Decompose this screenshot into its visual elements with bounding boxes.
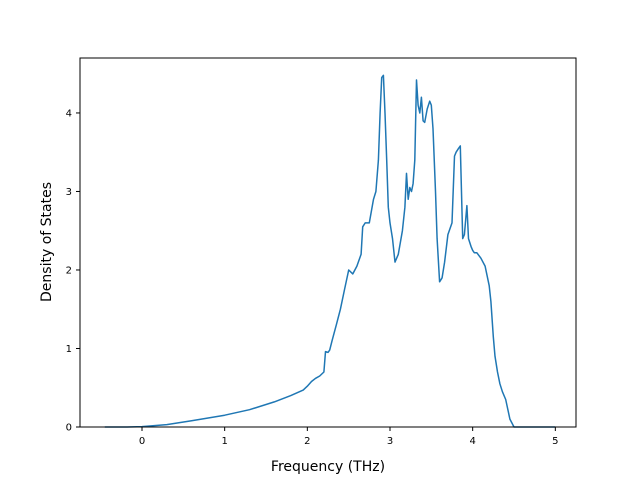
y-tick-label: 0 xyxy=(66,423,72,434)
x-axis-ticks: 0 1 2 3 4 5 xyxy=(139,427,559,447)
plot-area xyxy=(104,74,556,428)
y-axis-label: Density of States xyxy=(39,182,55,302)
x-tick-label: 4 xyxy=(469,436,475,447)
x-tick-label: 3 xyxy=(387,436,393,447)
y-axis-ticks: 0 1 2 3 4 xyxy=(66,108,80,434)
plot-frame xyxy=(79,57,577,428)
x-tick-label: 5 xyxy=(552,436,558,447)
x-tick-label: 2 xyxy=(304,436,310,447)
y-tick-label: 2 xyxy=(66,265,72,276)
y-tick-label: 1 xyxy=(66,344,72,355)
x-tick-label: 1 xyxy=(221,436,227,447)
x-tick-label: 0 xyxy=(139,436,145,447)
y-tick-label: 4 xyxy=(66,108,72,119)
x-axis-label: Frequency (THz) xyxy=(271,459,385,475)
dos-series-line-0 xyxy=(104,74,556,428)
y-tick-label: 3 xyxy=(66,187,72,198)
